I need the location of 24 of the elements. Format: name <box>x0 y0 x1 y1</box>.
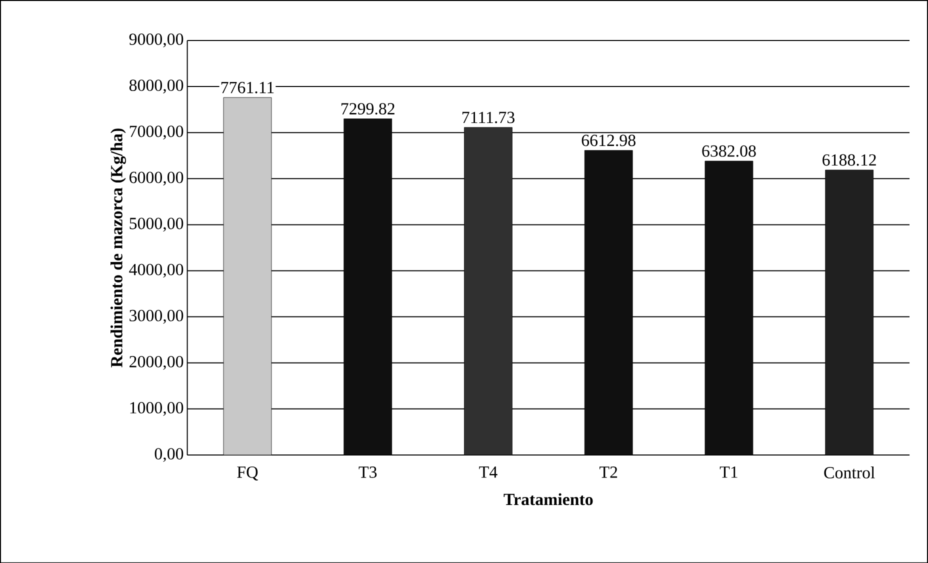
y-tick-label: 1000,00 <box>130 402 184 416</box>
data-label: 7111.73 <box>462 112 514 124</box>
x-tick-label: T4 <box>479 466 498 478</box>
y-tick-label: 9000,00 <box>129 33 184 48</box>
x-axis-title: Tratamiento <box>504 493 593 505</box>
data-label: 7761.11 <box>221 82 274 94</box>
y-axis-title: Rendimiento de mazorca (Kg/ha) <box>110 128 126 368</box>
x-tick-label: T1 <box>720 466 738 478</box>
y-tick-label: 7000,00 <box>130 125 184 140</box>
y-tick-label: 3000,00 <box>130 310 184 324</box>
x-tick-label: T3 <box>358 466 377 478</box>
data-label: 7299.82 <box>341 102 394 114</box>
data-label: 6612.98 <box>582 134 636 146</box>
y-tick-label: 6000,00 <box>130 172 184 186</box>
data-label: 6188.12 <box>822 154 876 166</box>
y-tick-label: 4000,00 <box>129 264 184 278</box>
y-tick-label: 8000,00 <box>129 79 184 94</box>
y-tick-label: 0,00 <box>154 448 184 462</box>
y-tick-label: 5000,00 <box>130 218 184 232</box>
x-tick-label: Control <box>824 466 875 478</box>
y-tick-label: 2000,00 <box>130 356 184 370</box>
x-tick-label: FQ <box>237 466 258 480</box>
data-label: 6382.08 <box>702 145 756 157</box>
x-tick-label: T2 <box>600 466 618 478</box>
